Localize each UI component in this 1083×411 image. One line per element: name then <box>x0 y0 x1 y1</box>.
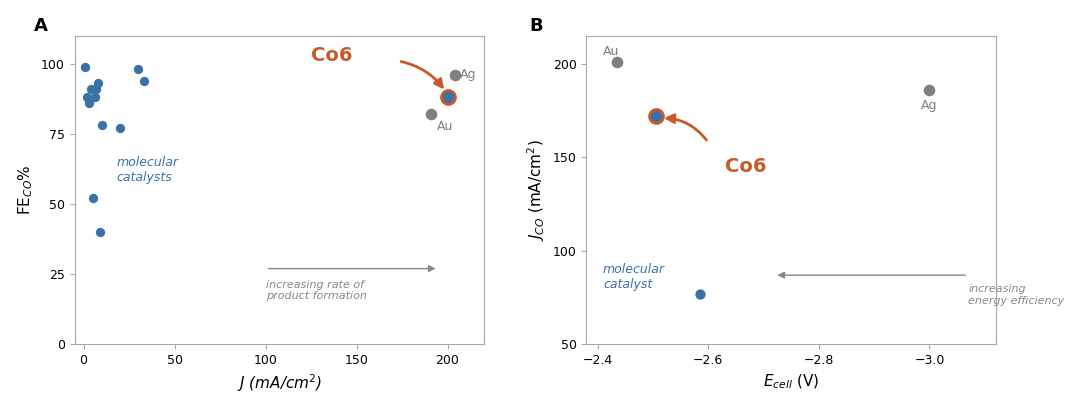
Point <box>79 94 96 101</box>
Point <box>91 229 108 236</box>
Point <box>93 122 110 129</box>
Point <box>647 113 664 119</box>
Point <box>82 85 100 92</box>
Text: Au: Au <box>603 45 619 58</box>
Point <box>88 85 105 92</box>
Text: Au: Au <box>436 120 453 133</box>
Text: A: A <box>34 17 48 35</box>
Text: Co6: Co6 <box>311 46 353 65</box>
Point <box>439 94 456 101</box>
Text: B: B <box>530 17 543 35</box>
Point <box>130 66 147 73</box>
Point <box>691 291 708 297</box>
Text: molecular
catalyst: molecular catalyst <box>603 263 665 291</box>
Text: Ag: Ag <box>922 99 938 112</box>
X-axis label: $E_{cell}$ (V): $E_{cell}$ (V) <box>764 373 819 391</box>
Point <box>86 94 103 101</box>
Point <box>80 100 97 106</box>
Point <box>446 72 464 78</box>
Point <box>921 87 938 93</box>
Text: increasing
energy efficiency: increasing energy efficiency <box>968 284 1065 306</box>
Point <box>609 58 626 65</box>
Point <box>90 80 107 87</box>
Y-axis label: $J_{CO}$ (mA/cm$^2$): $J_{CO}$ (mA/cm$^2$) <box>525 139 547 241</box>
Text: molecular
catalysts: molecular catalysts <box>116 156 179 185</box>
Text: Ag: Ag <box>460 69 477 81</box>
Point <box>77 63 94 70</box>
X-axis label: J (mA/cm$^2$): J (mA/cm$^2$) <box>236 373 322 394</box>
Point <box>84 195 102 202</box>
Point <box>135 77 153 84</box>
Point <box>112 125 129 132</box>
Y-axis label: FE$_{CO}$%: FE$_{CO}$% <box>16 165 36 215</box>
Point <box>422 111 440 118</box>
Text: Co6: Co6 <box>725 157 767 176</box>
Text: increasing rate of
product formation: increasing rate of product formation <box>265 280 366 301</box>
